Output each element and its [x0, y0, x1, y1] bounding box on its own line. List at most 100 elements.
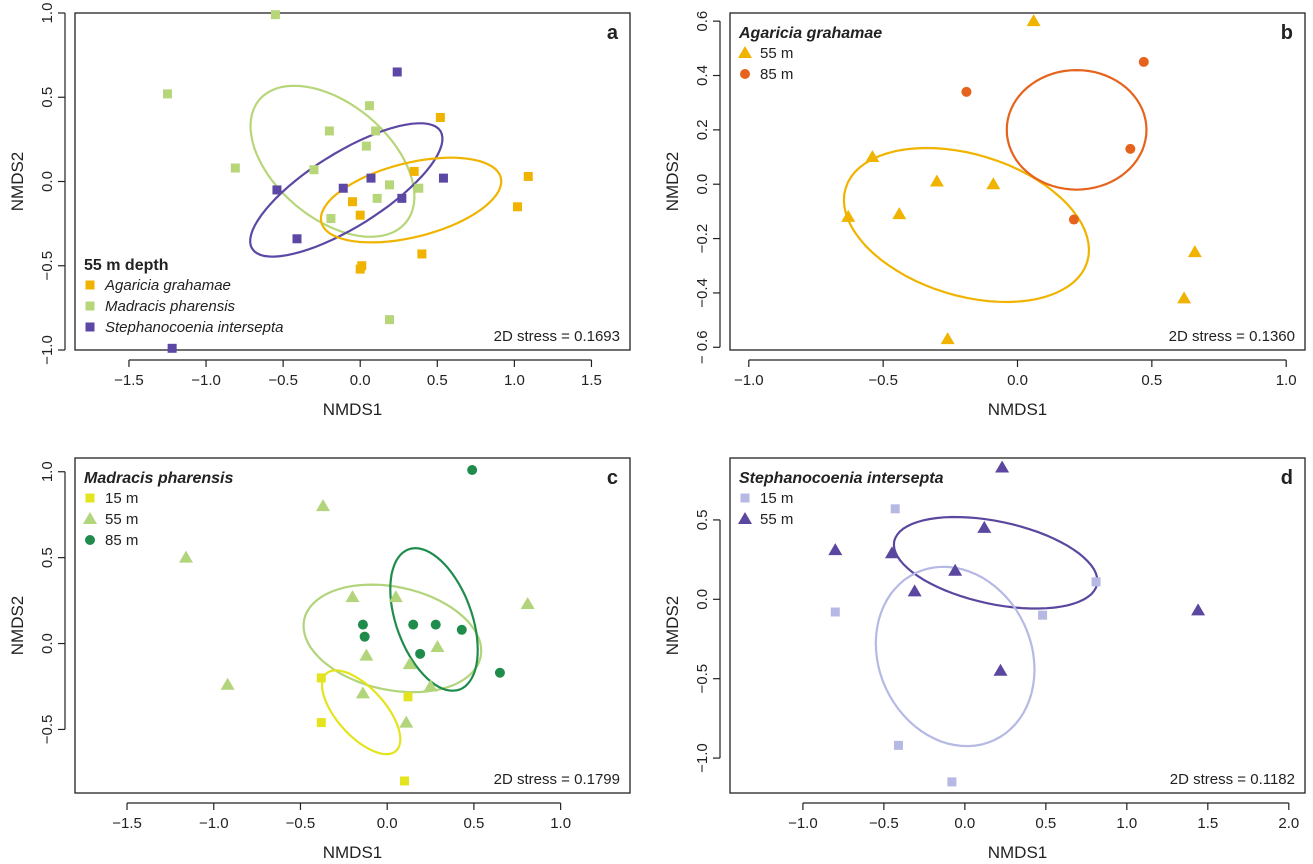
data-point — [907, 584, 922, 597]
legend-marker — [85, 322, 95, 332]
data-point — [392, 67, 402, 77]
y-axis-title: NMDS2 — [663, 152, 682, 212]
data-point — [400, 776, 410, 786]
x-tick-label: 1.0 — [550, 815, 571, 832]
x-tick-label: 1.5 — [1197, 815, 1218, 832]
data-point — [961, 86, 972, 97]
y-tick-label: −1.0 — [39, 335, 56, 365]
ellipse — [389, 547, 479, 692]
data-point — [986, 177, 1001, 190]
ellipse — [1005, 68, 1148, 191]
data-point — [423, 679, 438, 692]
y-tick-label: 0.6 — [694, 11, 711, 32]
x-tick-label: 2.0 — [1278, 815, 1299, 832]
data-point — [309, 165, 319, 175]
data-point — [865, 150, 880, 163]
data-point — [456, 624, 467, 635]
data-point — [348, 197, 357, 207]
data-point — [1138, 56, 1149, 67]
y-tick-label: 0.0 — [39, 171, 56, 192]
legend-title: 55 m depth — [84, 257, 168, 274]
data-point — [1191, 603, 1206, 616]
x-tick-label: 0.0 — [350, 372, 371, 389]
x-tick-label: 1.0 — [1276, 372, 1297, 389]
data-point — [270, 10, 280, 20]
data-point — [355, 264, 365, 274]
legend-label: Agaricia grahamae — [104, 277, 231, 294]
y-tick-label: 1.0 — [39, 3, 56, 24]
data-point — [403, 692, 413, 702]
legend-label: 85 m — [760, 66, 793, 83]
plot-frame — [729, 457, 1306, 794]
x-tick-label: −0.5 — [869, 815, 899, 832]
ellipse — [874, 565, 1036, 748]
data-point — [430, 639, 445, 652]
legend-title: Stephanocoenia intersepta — [739, 470, 944, 487]
data-point — [179, 550, 193, 563]
ellipse — [249, 84, 416, 238]
legend-marker — [85, 535, 95, 545]
data-point — [409, 166, 419, 176]
data-point — [316, 718, 326, 728]
x-tick-label: 0.5 — [463, 815, 484, 832]
y-tick-label: 1.0 — [39, 461, 56, 482]
data-point — [947, 777, 957, 787]
legend-title: Madracis pharensis — [84, 470, 234, 487]
x-tick-label: 0.5 — [427, 372, 448, 389]
data-point — [359, 648, 374, 661]
y-axis-title: NMDS2 — [8, 596, 27, 656]
legend-label: 15 m — [105, 490, 138, 507]
data-point — [884, 546, 899, 559]
data-point — [929, 174, 944, 187]
data-point — [830, 607, 840, 617]
data-point — [366, 173, 376, 183]
data-point — [338, 183, 348, 193]
y-tick-label: 0.0 — [39, 633, 56, 654]
legend-label: 85 m — [105, 532, 138, 549]
data-point — [359, 631, 370, 642]
data-point — [220, 677, 235, 690]
y-tick-label: − 0.6 — [694, 330, 711, 364]
data-point — [402, 657, 417, 670]
data-point — [385, 315, 394, 325]
x-tick-label: 1.5 — [581, 372, 602, 389]
data-point — [512, 202, 522, 212]
x-tick-label: 0.5 — [1141, 372, 1162, 389]
data-point — [355, 686, 370, 699]
data-point — [1068, 214, 1079, 225]
data-point — [1091, 577, 1101, 587]
y-tick-label: −0.5 — [694, 664, 711, 694]
legend-marker — [740, 69, 750, 79]
x-tick-label: 0.0 — [1007, 372, 1028, 389]
panel-letter: b — [1281, 22, 1293, 44]
x-tick-label: 1.0 — [504, 372, 525, 389]
legend-label: Madracis pharensis — [105, 298, 236, 315]
y-tick-label: −0.5 — [39, 715, 56, 745]
data-point — [435, 112, 445, 122]
y-tick-label: 0.5 — [694, 509, 711, 530]
data-point — [1125, 143, 1136, 154]
data-point — [167, 343, 177, 353]
data-point — [371, 126, 381, 136]
data-point — [399, 715, 414, 728]
y-tick-label: −0.4 — [694, 278, 711, 308]
x-axis-title: NMDS1 — [988, 843, 1048, 862]
panel-d: −1.0 −0.5 0.0 0.5 1.0 1.5 2.0 −1.0 −0.5 0.0 0.5 NMD… — [663, 457, 1306, 862]
panel-b: −1.0 −0.5 0.0 0.5 1.0 − 0.6 −0.4 −0.2 0.0 0.2 0.4 0… — [663, 11, 1306, 419]
data-point — [316, 673, 326, 683]
y-tick-label: −0.5 — [39, 251, 56, 281]
data-point — [995, 460, 1010, 473]
stress-annotation: 2D stress = 0.1799 — [494, 771, 620, 788]
y-tick-label: 0.0 — [694, 174, 711, 195]
data-point — [415, 648, 426, 659]
data-point — [523, 171, 533, 181]
legend-marker — [738, 46, 752, 58]
legend-label: 55 m — [760, 45, 793, 62]
data-point — [272, 185, 282, 195]
data-point — [324, 126, 334, 136]
data-point — [292, 234, 302, 244]
legend-marker — [85, 493, 95, 503]
x-tick-label: −1.0 — [199, 815, 229, 832]
data-point — [417, 249, 427, 259]
data-point — [948, 563, 963, 576]
